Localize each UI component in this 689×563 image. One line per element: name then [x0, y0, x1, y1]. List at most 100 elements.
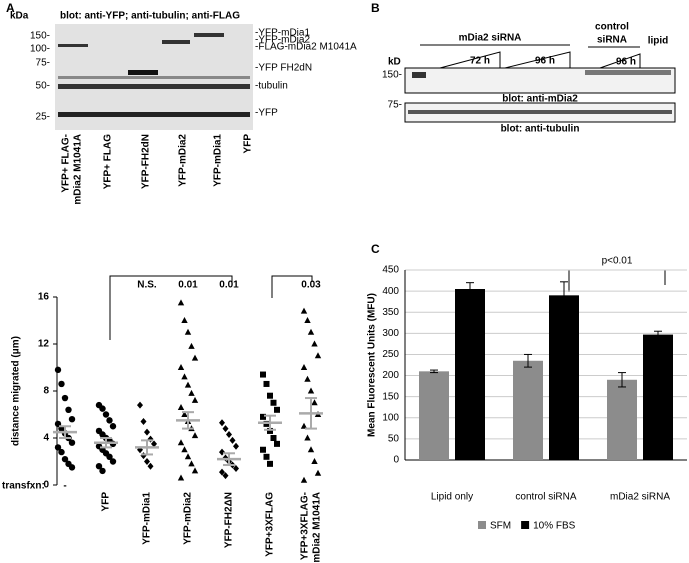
point	[260, 446, 266, 453]
bar	[607, 379, 637, 460]
point	[177, 403, 185, 410]
kd-label: kD	[388, 57, 401, 68]
y-tick-label: 200	[382, 370, 399, 381]
x-tick-label: YFP+3XFLAG-	[300, 492, 311, 560]
x-tick-label: YFP-FH2ΔN	[224, 492, 235, 548]
point	[274, 440, 280, 447]
y-tick-label: 50	[388, 434, 400, 445]
marker: 50-	[36, 81, 50, 92]
panel-label: C	[371, 242, 380, 256]
point	[140, 418, 147, 426]
x-tick-label: mDia2 siRNA	[610, 492, 670, 503]
point	[99, 405, 106, 412]
bar	[513, 360, 543, 460]
point	[222, 425, 229, 433]
point	[144, 458, 150, 465]
point	[314, 352, 322, 359]
point	[95, 463, 103, 470]
y-tick-label: 0	[393, 455, 399, 466]
point	[102, 411, 110, 418]
lane-label: mDia2 M1041A	[73, 134, 84, 205]
point	[68, 439, 76, 446]
significance: 0.03	[301, 280, 321, 291]
lane-label: YFP-mDia1	[213, 134, 224, 187]
point	[147, 462, 154, 470]
band	[58, 44, 88, 47]
point	[181, 446, 188, 453]
point	[226, 430, 232, 438]
point	[191, 467, 199, 474]
point	[219, 419, 225, 427]
y-axis-label: distance migrated (μm)	[11, 336, 22, 446]
y-tick-label: 16	[38, 292, 50, 303]
point	[106, 417, 113, 424]
bracket	[271, 275, 313, 298]
marker: 150-	[30, 31, 50, 42]
band-label: -YFP-mDia1	[255, 28, 310, 39]
legend-label: SFM	[490, 521, 511, 532]
y-tick-label: 4	[43, 433, 49, 444]
x-tick-label: control siRNA	[515, 492, 576, 503]
time-label: 96 h	[535, 56, 555, 67]
point	[106, 453, 113, 460]
point	[229, 436, 236, 444]
point	[219, 468, 225, 476]
point	[147, 435, 154, 443]
lane-label: YFP+ FLAG	[103, 134, 114, 190]
point	[177, 439, 185, 446]
band	[585, 70, 671, 75]
point	[140, 452, 147, 460]
point	[54, 444, 62, 451]
point	[270, 399, 277, 406]
marker: 75-	[388, 100, 402, 111]
point	[177, 474, 185, 481]
point	[311, 458, 318, 464]
band	[128, 70, 158, 75]
point	[181, 411, 188, 417]
band-label: -YFP-mDia2	[255, 35, 310, 46]
point	[300, 422, 308, 429]
point	[263, 453, 270, 460]
point	[61, 394, 69, 402]
panel-label: A	[6, 1, 15, 15]
sirna-label: mDia2 siRNA	[459, 33, 522, 44]
y-tick-label: 400	[382, 286, 399, 297]
x-tick-label: YFP	[101, 492, 112, 512]
point	[177, 299, 185, 306]
point	[68, 464, 76, 471]
point	[188, 342, 195, 349]
panel-b: B mDia2 siRNA 72 h 96 h control siRNA 96…	[371, 1, 676, 135]
point	[222, 472, 229, 480]
lane-label: YFP-FH2dN	[141, 134, 152, 189]
point	[181, 317, 188, 323]
band-label: -YFP FH2dN	[255, 63, 312, 74]
y-tick-label: 300	[382, 328, 399, 339]
y-axis-label: Mean Fluorescent Units (MFU)	[367, 293, 378, 437]
point	[58, 448, 65, 456]
point	[191, 354, 199, 361]
x-tick-label: YFP+3XFLAG	[265, 492, 276, 557]
point	[184, 453, 192, 460]
control-label: control	[595, 22, 629, 33]
marker: 100-	[30, 44, 50, 55]
legend-label: 10% FBS	[533, 521, 576, 532]
band-label: -tubulin	[255, 81, 288, 92]
point	[267, 460, 273, 467]
x-tick-label: Lipid only	[431, 492, 473, 503]
point	[144, 428, 150, 436]
legend-swatch	[478, 521, 486, 529]
point	[267, 392, 273, 399]
point	[54, 366, 62, 374]
control-label: siRNA	[597, 35, 627, 46]
significance: 0.01	[178, 280, 198, 291]
significance: 0.01	[219, 280, 239, 291]
bar	[643, 334, 673, 460]
significance: N.S.	[137, 280, 157, 291]
point	[300, 364, 308, 370]
lane-label: YFP	[243, 134, 254, 154]
x-tick-label: -	[63, 481, 66, 492]
point	[270, 435, 277, 441]
marker: 75-	[36, 58, 50, 69]
